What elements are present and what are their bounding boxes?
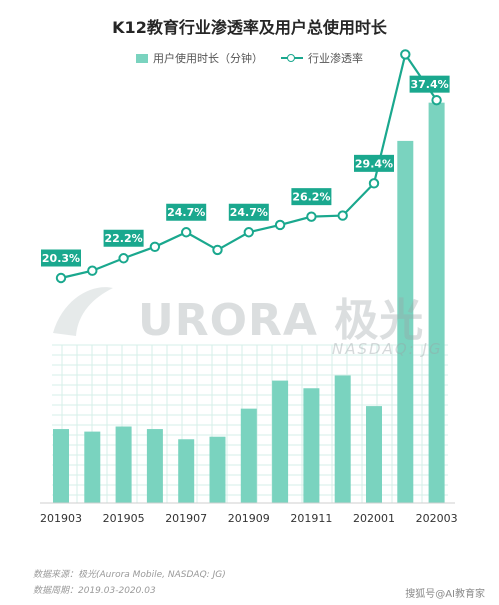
penetration-point-201907 [181,227,192,238]
x-tick-label-201911: 201911 [290,512,332,525]
watermark-brand: URORA 极光 [138,295,425,346]
bar-202002 [397,140,414,503]
bar-201908 [209,436,226,503]
legend-label-usage: 用户使用时长（分钟） [153,52,263,65]
bar-202001 [366,406,382,503]
data-label-202003: 37.4% [411,78,449,91]
bar-201905 [115,426,132,503]
footer-period: 数据周期：2019.03-2020.03 [33,586,156,596]
data-label-box-201905 [103,229,144,247]
data-label-box-201907 [166,203,207,221]
x-tick-label-201903: 201903 [40,512,82,525]
penetration-point-201906 [149,241,161,253]
bar-201904 [84,431,101,503]
penetration-point-202003 [431,94,442,106]
watermark-ticker: NASDAQ: JG [332,340,443,358]
data-label-202001: 29.4% [355,157,393,170]
legend-line-swatch [281,53,303,63]
penetration-point-202002 [400,49,411,60]
penetration-point-201903 [55,272,67,284]
bar-201910 [272,380,289,503]
x-tick-label-201909: 201909 [228,512,270,525]
bar-201909 [240,408,257,503]
penetration-point-201909 [243,227,255,238]
data-label-201905: 22.2% [105,232,143,245]
bar-201903 [53,429,69,503]
chart-title: K12教育行业渗透率及用户总使用时长 [112,18,387,37]
footer-source: 数据来源：极光(Aurora Mobile, NASDAQ: JG) [33,570,226,580]
x-tick-label-202003: 202003 [416,512,458,525]
aurora-logo-watermark-icon [53,287,113,336]
bar-202003 [428,102,445,504]
penetration-point-201905 [118,253,129,264]
bar-201907 [178,439,195,503]
legend-label-penetration: 行业渗透率 [308,52,363,65]
data-label-box-201909 [228,203,269,221]
chart-legend: 用户使用时长（分钟） 行业渗透率 [0,50,499,66]
data-label-box-201903 [41,249,81,267]
data-label-201903: 20.3% [42,252,80,265]
bar-201912 [334,375,351,503]
bar-201911 [303,388,320,503]
credit-text: 搜狐号@AI教育家 [405,589,485,600]
data-label-201911: 26.2% [292,191,330,204]
bar-201906 [146,429,163,503]
penetration-point-201908 [212,244,223,256]
data-label-201907: 24.7% [167,206,205,219]
penetration-point-202001 [368,178,380,189]
penetration-point-201910 [274,219,286,231]
x-tick-label-202001: 202001 [353,512,395,525]
penetration-point-201912 [337,210,348,221]
legend-item-usage: 用户使用时长（分钟） [136,50,263,66]
legend-bar-swatch [136,53,148,63]
data-label-box-202001 [354,154,394,172]
data-label-box-201911 [291,188,332,206]
penetration-point-201904 [87,265,98,276]
data-label-201909: 24.7% [230,206,268,219]
x-tick-label-201905: 201905 [103,512,145,525]
legend-item-penetration: 行业渗透率 [281,50,363,66]
data-label-box-202003 [409,75,450,93]
penetration-point-201911 [306,211,317,222]
x-tick-label-201907: 201907 [165,512,207,525]
